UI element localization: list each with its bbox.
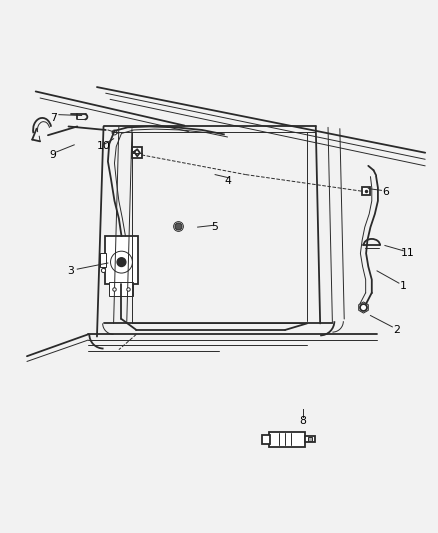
Bar (261, 434, 270, 444)
Text: 11: 11 (400, 248, 413, 259)
Text: 7: 7 (49, 112, 57, 123)
Text: 2: 2 (392, 325, 399, 335)
Bar (105, 236, 138, 284)
Text: 8: 8 (299, 416, 305, 425)
Text: 1: 1 (399, 281, 406, 291)
Text: 3: 3 (67, 266, 74, 276)
Bar (304, 437, 314, 442)
Bar (100, 253, 106, 266)
Bar (132, 147, 141, 158)
Text: 4: 4 (224, 176, 231, 186)
Text: 10: 10 (96, 141, 110, 151)
Bar (109, 282, 133, 296)
Circle shape (117, 258, 126, 266)
Text: 6: 6 (381, 187, 389, 197)
Text: 5: 5 (211, 222, 218, 232)
Text: 9: 9 (49, 150, 56, 160)
Bar (269, 432, 304, 447)
